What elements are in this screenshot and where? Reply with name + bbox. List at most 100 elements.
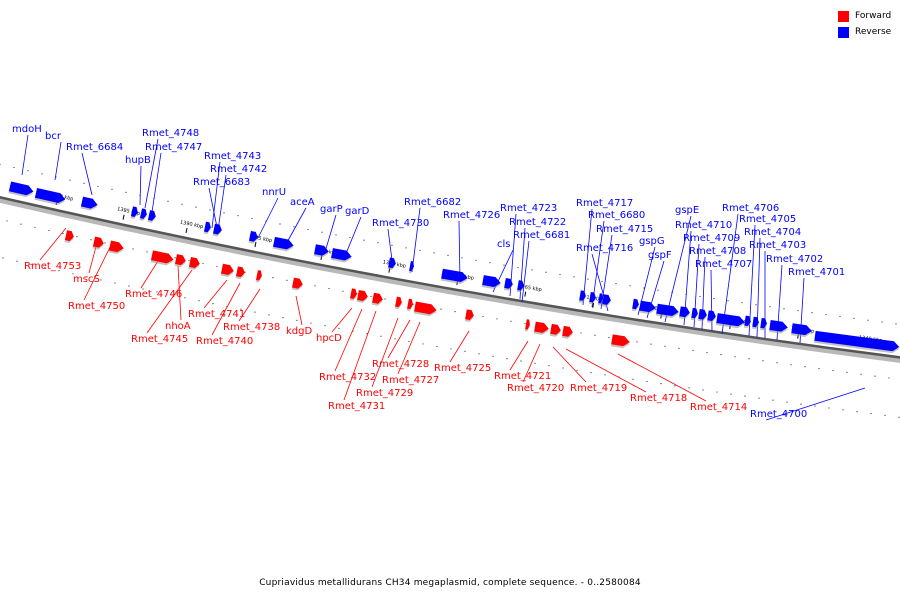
minor-tick-dot xyxy=(58,270,60,272)
minor-tick-dot xyxy=(559,273,561,276)
forward-gene-label: Rmet_4725 xyxy=(434,363,491,374)
minor-tick-dot xyxy=(370,295,372,298)
minor-tick-dot xyxy=(531,269,533,271)
reverse-gene-arrow xyxy=(147,210,156,223)
minor-tick-dot xyxy=(114,282,116,284)
minor-tick-dot xyxy=(842,409,844,411)
minor-tick-dot xyxy=(660,383,662,385)
minor-tick-dot xyxy=(132,248,134,250)
forward-leader-line xyxy=(140,260,159,289)
reverse-leader-line xyxy=(521,240,530,303)
forward-gene-arrow xyxy=(220,263,234,277)
backbone-tick-label: 1365 kbp xyxy=(518,283,542,293)
minor-tick-dot xyxy=(762,360,764,362)
minor-tick-dot xyxy=(601,280,603,282)
minor-tick-dot xyxy=(181,203,183,205)
minor-tick-dot xyxy=(727,300,729,302)
forward-gene-label: Rmet_4745 xyxy=(131,334,188,345)
reverse-gene-arrow xyxy=(408,261,414,274)
backbone-tick: 1360 kbp xyxy=(586,295,610,308)
legend-forward-label: Forward xyxy=(855,11,892,21)
minor-tick-dot xyxy=(335,234,337,236)
reverse-gene-label: Rmet_4709 xyxy=(683,233,740,244)
reverse-leader-line xyxy=(765,387,866,421)
reverse-gene-label: Rmet_4710 xyxy=(675,220,732,231)
reverse-gene-arrow xyxy=(655,303,679,319)
minor-tick-dot xyxy=(268,314,270,316)
minor-tick-dot xyxy=(20,223,22,225)
reverse-gene-arrow xyxy=(638,300,656,315)
reverse-leader-line xyxy=(664,215,692,323)
forward-gene-arrow xyxy=(188,257,200,270)
minor-tick-dot xyxy=(604,374,606,376)
minor-tick-dot xyxy=(870,412,872,415)
minor-tick-dot xyxy=(30,263,32,265)
reverse-gene-arrow xyxy=(690,307,698,321)
reverse-leader-line xyxy=(81,152,93,196)
forward-gene-arrow xyxy=(533,321,549,335)
reverse-gene-label: Rmet_4748 xyxy=(142,128,199,139)
forward-gene-label: nhoA xyxy=(165,321,191,332)
forward-gene-label: Rmet_4721 xyxy=(494,371,551,382)
forward-gene-arrow xyxy=(235,266,245,280)
minor-tick-dot xyxy=(632,378,634,380)
minor-tick-dot xyxy=(688,387,690,389)
minor-tick-dot xyxy=(587,278,589,280)
minor-tick-dot xyxy=(349,236,351,239)
minor-tick-dot xyxy=(646,380,648,383)
minor-tick-dot xyxy=(674,385,676,387)
minor-tick-dot xyxy=(440,308,442,310)
minor-tick-dot xyxy=(83,182,85,184)
minor-tick-dot xyxy=(772,399,774,401)
gene-labels: mdoHbcrRmet_6684hupBRmet_4748Rmet_4747Rm… xyxy=(12,124,845,420)
reverse-gene-label: gspF xyxy=(648,250,672,261)
minor-tick-dot xyxy=(898,416,900,418)
reverse-gene-arrow xyxy=(791,323,812,338)
minor-tick-dot xyxy=(100,279,102,281)
minor-tick-dot xyxy=(146,251,148,253)
forward-gene-arrow xyxy=(413,301,437,317)
reverse-gene-arrow xyxy=(631,298,639,312)
minor-tick-dot xyxy=(419,249,421,251)
minor-tick-dot xyxy=(650,343,652,345)
minor-tick-dot xyxy=(496,318,498,320)
forward-gene-label: kdgD xyxy=(286,326,312,337)
reverse-gene-label: nnrU xyxy=(262,187,286,198)
minor-tick-dot xyxy=(895,323,897,325)
reverse-leader-line xyxy=(344,216,362,257)
minor-tick-dot xyxy=(198,300,200,302)
reverse-gene-label: Rmet_4726 xyxy=(443,210,500,221)
minor-tick-dot xyxy=(744,395,746,397)
forward-gene-label: Rmet_4753 xyxy=(24,261,81,272)
forward-leader-line xyxy=(39,227,67,261)
minor-tick-dot xyxy=(524,323,526,325)
gene-features xyxy=(8,181,900,354)
backbone-tick-label: 1385 kbp xyxy=(248,234,272,244)
reverse-gene-label: Rmet_4715 xyxy=(596,224,653,235)
minor-tick-dot xyxy=(702,389,704,391)
minor-tick-dot xyxy=(776,362,778,364)
legend-reverse: Reverse xyxy=(838,25,891,39)
minor-tick-dot xyxy=(223,212,225,214)
reverse-leader-line xyxy=(139,165,142,206)
reverse-gene-arrow xyxy=(248,230,258,244)
reverse-gene-label: Rmet_6684 xyxy=(66,142,123,153)
minor-tick-dot xyxy=(314,285,316,287)
minor-tick-dot xyxy=(888,377,890,379)
minor-tick-dot xyxy=(594,334,596,336)
minor-tick-dot xyxy=(615,282,617,285)
reverse-gene-label: Rmet_4742 xyxy=(210,164,267,175)
minor-tick-dot xyxy=(104,242,106,244)
minor-tick-dot xyxy=(282,317,284,319)
minor-tick-dot xyxy=(384,298,386,300)
forward-gene-arrow xyxy=(92,236,104,250)
forward-gene-arrow xyxy=(524,319,530,332)
minor-tick-dot xyxy=(608,336,610,339)
reverse-gene-arrow xyxy=(578,290,586,303)
forward-leader-line xyxy=(331,307,353,333)
minor-tick-dot xyxy=(170,294,172,296)
forward-leader-line xyxy=(617,353,707,402)
minor-tick-dot xyxy=(34,226,36,228)
reverse-gene-label: gspG xyxy=(639,236,665,247)
